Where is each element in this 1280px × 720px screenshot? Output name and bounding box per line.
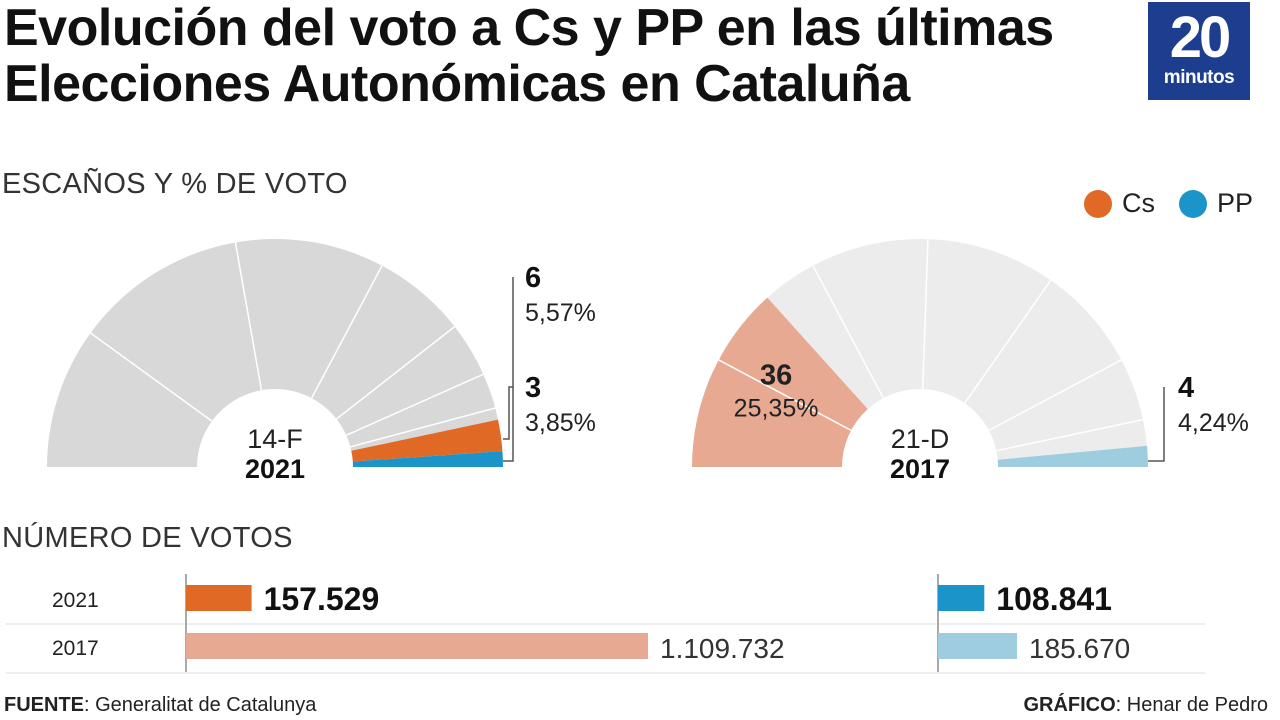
hemicycle-rest-2021 [47, 239, 499, 467]
bar-value-cs-2017: 1.109.732 [660, 633, 785, 664]
hemicycle-divider-2017 [996, 418, 1144, 452]
seats-label-cs-2021: 6 [525, 262, 541, 294]
hemicycle-divider-2017 [812, 265, 885, 399]
bar-pp-2021 [938, 585, 985, 611]
legend: Cs PP [1084, 188, 1277, 219]
leader-pp-2021 [503, 387, 514, 462]
hemicycle-divider-2017 [718, 359, 852, 432]
logo-number: 20 [1169, 5, 1232, 70]
row-label-2021: 2021 [52, 589, 99, 612]
credit-value: : Henar de Pedro [1115, 694, 1268, 716]
hemicycle-divider-2021 [345, 373, 484, 436]
hemicycle-divider-2021 [90, 332, 213, 422]
hemicycle-divider-2017 [964, 279, 1052, 404]
hemicycle-slice-cs-2017 [692, 297, 868, 467]
hemicycle-slice-pp-2017 [997, 445, 1148, 467]
hemicycle-divider-2021 [350, 407, 496, 448]
source-value: : Generalitat de Catalunya [84, 694, 317, 716]
legend-swatch-cs [1084, 189, 1112, 218]
hemicycle-rest-2017 [767, 239, 1148, 460]
source-label: FUENTE [4, 694, 84, 716]
hemicycle-divider-2017 [921, 239, 929, 390]
votes-section-title: NÚMERO DE VOTOS [2, 522, 293, 554]
legend-item-cs: Cs [1084, 188, 1155, 219]
hemicycle-divider-2017 [988, 359, 1122, 432]
seats-label-pp-2017: 4 [1178, 372, 1194, 404]
vote-pct-label-pp-2017: 4,24% [1178, 409, 1249, 437]
seats-label-pp-2021: 3 [525, 372, 541, 404]
center-label-top-2021: 14-F [247, 424, 303, 454]
bar-cs-2021 [186, 585, 252, 611]
hemicycle-divider-2021 [336, 326, 456, 420]
title-line-2: Elecciones Autonómicas en Cataluña [4, 55, 910, 113]
leader-pp-2017 [1148, 387, 1165, 462]
legend-swatch-pp [1179, 189, 1207, 218]
brand-logo: 20 minutos [1148, 2, 1250, 100]
hemicycle-slice-pp-2021 [352, 451, 503, 467]
bar-value-pp-2021: 108.841 [996, 581, 1112, 617]
chart-title: Evolución del voto a Cs y PP en las últi… [4, 0, 1124, 112]
vote-pct-label-pp-2021: 3,85% [525, 409, 596, 437]
center-label-bottom-2021: 2021 [245, 454, 305, 484]
seats-label-cs-2017: 36 [760, 359, 792, 391]
vote-pct-label-cs-2017: 25,35% [734, 394, 819, 422]
legend-item-pp: PP [1179, 188, 1253, 219]
seats-section-title: ESCAÑOS Y % DE VOTO [2, 168, 348, 200]
bar-cs-2017 [186, 633, 648, 659]
vote-pct-label-cs-2021: 5,57% [525, 299, 596, 327]
center-label-top-2017: 21-D [891, 424, 950, 454]
hemicycle-divider-2021 [310, 265, 383, 399]
credit-label: GRÁFICO [1023, 694, 1116, 716]
source-credit: FUENTE: Generalitat de Catalunya [4, 694, 316, 717]
bar-value-pp-2017: 185.670 [1029, 633, 1130, 664]
hemicycle-slice-cs-2021 [351, 419, 503, 462]
title-line-1: Evolución del voto a Cs y PP en las últi… [4, 0, 1054, 57]
bar-pp-2017 [938, 633, 1017, 659]
hemicycle-divider-2021 [234, 242, 263, 391]
graphic-credit: GRÁFICO: Henar de Pedro [1023, 694, 1268, 717]
bar-value-cs-2021: 157.529 [264, 581, 380, 617]
legend-label-cs: Cs [1122, 188, 1155, 218]
leader-cs-2021 [503, 277, 514, 440]
row-label-2017: 2017 [52, 637, 99, 660]
legend-label-pp: PP [1217, 188, 1254, 218]
logo-word: minutos [1163, 67, 1235, 88]
center-label-bottom-2017: 2017 [890, 454, 950, 484]
